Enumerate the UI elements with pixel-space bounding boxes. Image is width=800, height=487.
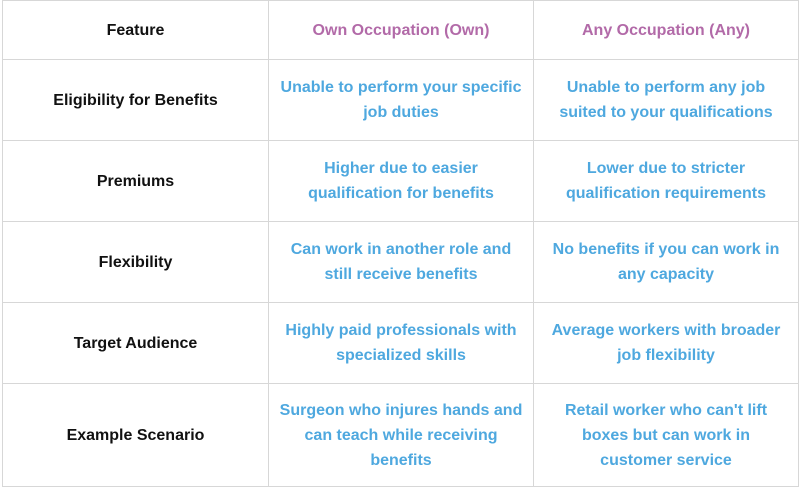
feature-cell: Example Scenario (2, 383, 269, 487)
feature-cell: Premiums (2, 140, 269, 222)
feature-cell: Flexibility (2, 221, 269, 303)
feature-cell: Target Audience (2, 302, 269, 384)
header-own-occupation: Own Occupation (Own) (268, 0, 534, 60)
feature-cell: Eligibility for Benefits (2, 59, 269, 141)
header-row: Feature Own Occupation (Own) Any Occupat… (2, 0, 799, 60)
header-any-occupation: Any Occupation (Any) (533, 0, 799, 60)
any-occupation-cell: Average workers with broader job flexibi… (533, 302, 799, 384)
own-occupation-cell: Unable to perform your specific job duti… (268, 59, 534, 141)
table-row: Target Audience Highly paid professional… (2, 302, 799, 384)
any-occupation-cell: No benefits if you can work in any capac… (533, 221, 799, 303)
header-feature: Feature (2, 0, 269, 60)
own-occupation-cell: Highly paid professionals with specializ… (268, 302, 534, 384)
table-row: Premiums Higher due to easier qualificat… (2, 140, 799, 222)
own-occupation-cell: Can work in another role and still recei… (268, 221, 534, 303)
own-occupation-cell: Surgeon who injures hands and can teach … (268, 383, 534, 487)
any-occupation-cell: Lower due to stricter qualification requ… (533, 140, 799, 222)
table-row: Example Scenario Surgeon who injures han… (2, 383, 799, 487)
table-row: Eligibility for Benefits Unable to perfo… (2, 59, 799, 141)
table-row: Flexibility Can work in another role and… (2, 221, 799, 303)
any-occupation-cell: Unable to perform any job suited to your… (533, 59, 799, 141)
own-occupation-cell: Higher due to easier qualification for b… (268, 140, 534, 222)
any-occupation-cell: Retail worker who can't lift boxes but c… (533, 383, 799, 487)
